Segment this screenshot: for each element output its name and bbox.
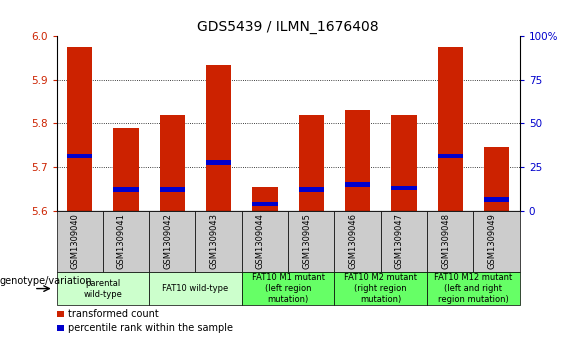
Bar [437,47,463,211]
Text: GSM1309040: GSM1309040 [71,213,80,269]
Bar [56,311,64,317]
Text: GSM1309042: GSM1309042 [163,213,172,269]
Text: FAT10 M2 mutant
(right region
mutation): FAT10 M2 mutant (right region mutation) [344,273,418,304]
Bar [113,128,139,211]
Text: GSM1309048: GSM1309048 [441,213,450,269]
Text: genotype/variation: genotype/variation [0,276,93,286]
Text: parental
wild-type: parental wild-type [84,278,122,299]
Bar [252,187,278,211]
Bar [484,197,510,202]
Bar [391,186,417,190]
Bar [334,272,427,305]
Bar [427,211,473,272]
Bar [298,187,324,192]
Text: GSM1309043: GSM1309043 [210,213,219,269]
Text: FAT10 M12 mutant
(left and right
region mutation): FAT10 M12 mutant (left and right region … [434,273,512,304]
Bar [381,211,427,272]
Bar [56,272,149,305]
Bar [67,154,93,158]
Bar [159,187,185,192]
Bar [149,211,195,272]
Bar [159,115,185,211]
Bar [334,211,381,272]
Text: GSM1309046: GSM1309046 [349,213,358,269]
Text: GSM1309044: GSM1309044 [256,213,265,269]
Bar [252,202,278,206]
Bar [103,211,149,272]
Text: GSM1309047: GSM1309047 [395,213,404,269]
Bar [56,325,64,331]
Text: GSM1309049: GSM1309049 [488,213,497,269]
Bar [56,211,103,272]
Bar [484,147,510,211]
Title: GDS5439 / ILMN_1676408: GDS5439 / ILMN_1676408 [197,20,379,34]
Bar [298,115,324,211]
Bar [391,115,417,211]
Text: GSM1309041: GSM1309041 [117,213,126,269]
Text: GSM1309045: GSM1309045 [302,213,311,269]
Bar [345,182,371,187]
Bar [437,154,463,158]
Bar [67,47,93,211]
Bar [473,211,520,272]
Bar [242,272,334,305]
Text: transformed count: transformed count [68,309,159,319]
Text: percentile rank within the sample: percentile rank within the sample [68,323,233,333]
Bar [206,65,232,211]
Bar [427,272,520,305]
Text: FAT10 wild-type: FAT10 wild-type [162,284,229,293]
Bar [288,211,334,272]
Text: FAT10 M1 mutant
(left region
mutation): FAT10 M1 mutant (left region mutation) [251,273,325,304]
Bar [113,187,139,192]
Bar [242,211,288,272]
Bar [195,211,242,272]
Bar [149,272,242,305]
Bar [206,160,232,165]
Bar [345,110,371,211]
